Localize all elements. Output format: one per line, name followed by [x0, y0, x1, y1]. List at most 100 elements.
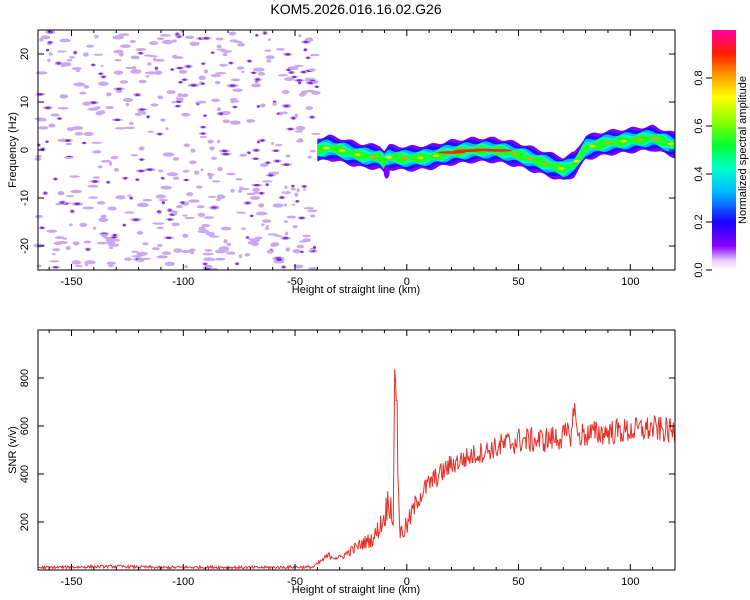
noise-blob-core [307, 81, 313, 85]
noise-blob-core [43, 191, 47, 195]
noise-blob [197, 212, 206, 218]
noise-blob [195, 185, 203, 189]
noise-blob [145, 75, 150, 78]
noise-blob [308, 267, 318, 270]
noise-blob [107, 206, 117, 211]
noise-blob [110, 238, 121, 242]
noise-blob [219, 63, 227, 67]
noise-blob-core [255, 78, 260, 81]
noise-blob-core [245, 201, 250, 205]
noise-blob-core [229, 61, 233, 65]
ridge-peak [636, 138, 643, 141]
noise-blob [223, 239, 228, 244]
noise-blob [150, 103, 159, 107]
noise-blob [74, 265, 84, 268]
noise-blob [309, 150, 317, 153]
noise-blob-core [295, 200, 299, 203]
noise-blob-core [283, 163, 290, 166]
noise-blob [157, 243, 163, 247]
ridge-peak [417, 156, 424, 160]
spectrogram-noise [33, 29, 321, 271]
noise-blob [209, 146, 215, 151]
ridge-peak [354, 153, 361, 156]
noise-blob [283, 203, 288, 207]
noise-blob [147, 62, 152, 66]
noise-blob [100, 64, 104, 67]
noise-blob-core [146, 168, 153, 171]
noise-blob-core [135, 178, 139, 181]
noise-blob [136, 251, 148, 256]
noise-blob-core [138, 169, 144, 173]
ridge-peak [385, 155, 392, 159]
noise-blob [274, 234, 283, 237]
noise-blob [178, 69, 188, 74]
snr-y-ticks: 200 400 600 800 [19, 369, 675, 531]
colorbar-scale [712, 30, 736, 270]
noise-blob-core [286, 68, 291, 72]
noise-blob-core [116, 87, 122, 91]
noise-blob-core [175, 104, 180, 108]
noise-blob [118, 33, 130, 37]
noise-blob-core [133, 218, 139, 221]
noise-blob [112, 35, 125, 40]
noise-blob-core [74, 202, 81, 206]
noise-blob [226, 172, 236, 176]
noise-blob [205, 232, 216, 236]
noise-blob [92, 150, 102, 154]
snr-x-tick-label: -100 [172, 576, 194, 588]
noise-blob [172, 56, 184, 60]
ridge-peak [589, 144, 596, 148]
noise-blob [281, 90, 290, 94]
snr-y-tick-label: 200 [19, 513, 31, 531]
noise-blob [142, 242, 149, 246]
noise-blob [267, 233, 278, 236]
noise-blob [83, 52, 89, 57]
noise-blob [283, 220, 288, 223]
noise-blob [281, 111, 288, 115]
noise-blob [273, 260, 285, 264]
noise-blob [159, 34, 171, 37]
noise-blob [215, 198, 222, 202]
noise-blob-core [180, 201, 185, 204]
snr-x-tick-label: -50 [287, 576, 303, 588]
noise-blob [107, 243, 120, 247]
noise-blob [296, 188, 300, 193]
noise-blob [246, 119, 256, 123]
noise-blob [34, 155, 43, 158]
noise-blob [307, 155, 312, 159]
noise-blob-core [53, 266, 59, 269]
noise-blob-core [303, 48, 307, 52]
noise-blob [35, 214, 43, 219]
noise-blob [127, 194, 132, 197]
colorbar-tick-label: 0.4 [693, 166, 705, 181]
noise-blob [266, 59, 272, 63]
noise-blob [124, 257, 133, 261]
noise-blob-core [157, 132, 162, 136]
noise-blob [253, 67, 265, 72]
noise-blob-core [154, 67, 158, 70]
noise-blob [65, 195, 75, 198]
noise-blob [49, 260, 60, 263]
noise-blob [226, 242, 232, 247]
noise-blob [235, 177, 243, 181]
noise-blob [151, 247, 160, 251]
noise-blob [302, 234, 311, 238]
noise-blob [74, 131, 84, 136]
noise-blob-core [251, 71, 256, 74]
noise-blob [292, 249, 301, 254]
noise-blob-core [256, 105, 260, 108]
noise-blob-core [247, 59, 252, 63]
noise-blob [185, 35, 195, 39]
noise-blob [200, 168, 204, 172]
noise-blob [79, 91, 87, 95]
noise-blob-core [56, 62, 61, 65]
noise-blob [114, 127, 126, 130]
noise-blob-core [273, 149, 279, 152]
noise-blob [65, 142, 73, 146]
noise-blob-core [53, 177, 57, 181]
noise-blob [196, 205, 205, 209]
noise-blob [114, 59, 122, 62]
noise-blob [211, 98, 219, 103]
noise-blob [218, 246, 230, 251]
noise-blob [71, 66, 82, 71]
